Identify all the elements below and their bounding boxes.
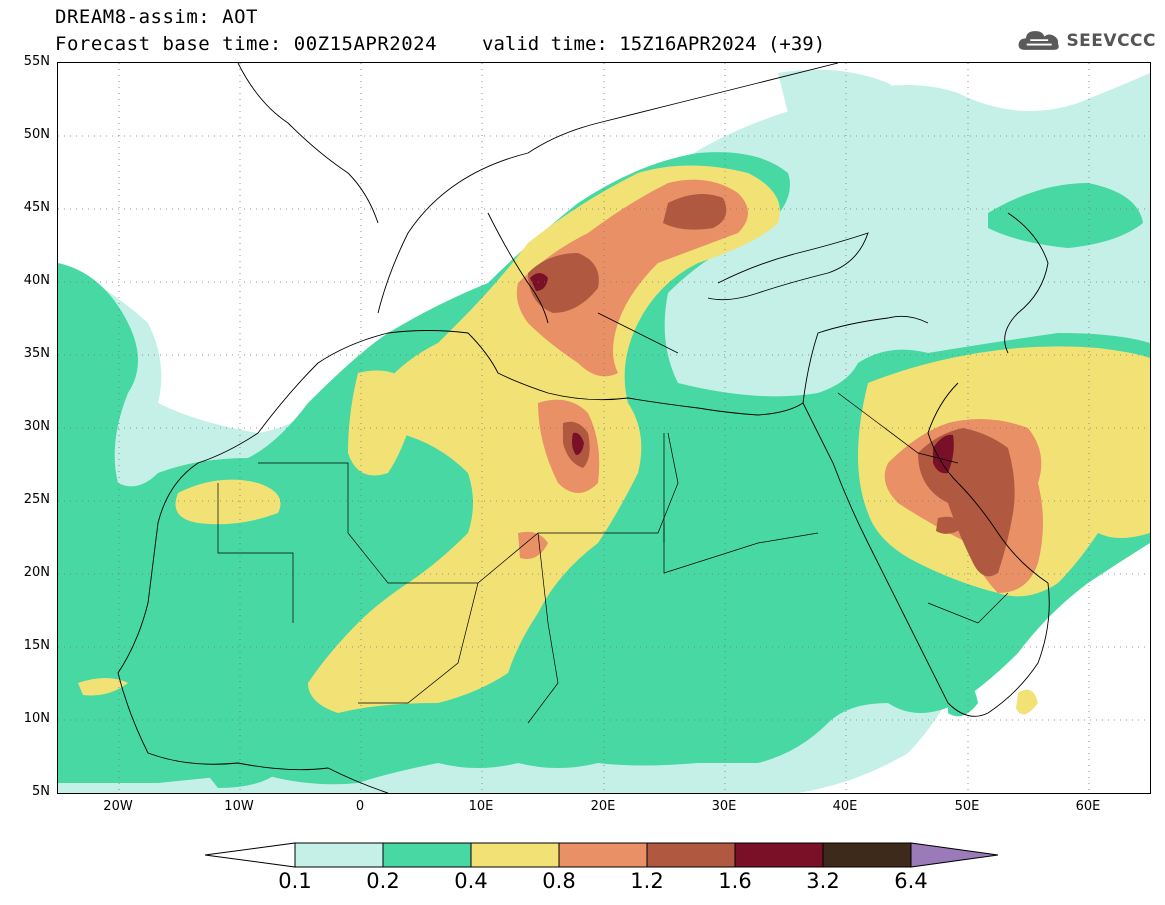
colorbar-label-0.4: 0.4	[454, 869, 488, 893]
lon-label-10e: 10E	[468, 799, 494, 814]
lat-label-55n: 55N	[23, 54, 50, 69]
colorbar-label-1.2: 1.2	[630, 869, 664, 893]
lon-label-20e: 20E	[590, 799, 616, 814]
lon-label-30e: 30E	[711, 799, 737, 814]
valid-time: valid time: 15Z16APR2024 (+39)	[482, 33, 826, 55]
colorbar-segment-1.2	[646, 842, 736, 868]
map-title: DREAM8-assim: AOT	[55, 6, 258, 28]
logo-text: SEEVCCC	[1066, 31, 1156, 51]
map-coastlines	[117, 63, 1050, 793]
map-borders	[217, 392, 1009, 724]
aot-map	[57, 62, 1151, 794]
map-gridlines	[58, 63, 1150, 793]
cloud-icon	[1018, 31, 1059, 50]
lat-label-50n: 50N	[23, 127, 50, 142]
colorbar-segment-0.2	[382, 842, 472, 868]
lon-label-20w: 20W	[103, 799, 133, 814]
colorbar-label-0.2: 0.2	[366, 869, 400, 893]
colorbar-label-6.4: 6.4	[894, 869, 928, 893]
forecast-base-time: Forecast base time: 00Z15APR2024	[55, 33, 438, 55]
colorbar-segment-3.2	[822, 842, 912, 868]
colorbar-segment-below	[205, 842, 296, 868]
colorbar-segment-0.8	[558, 842, 648, 868]
colorbar-segment-0.1	[294, 842, 384, 868]
lat-label-10n: 10N	[23, 711, 50, 726]
colorbar-label-0.1: 0.1	[278, 869, 312, 893]
colorbar-label-0.8: 0.8	[542, 869, 576, 893]
lat-label-5n: 5N	[32, 784, 50, 799]
lon-label-10w: 10W	[224, 799, 254, 814]
colorbar-label-3.2: 3.2	[806, 869, 840, 893]
colorbar-segment-above	[910, 842, 999, 868]
seevccc-logo: SEEVCCC	[1016, 24, 1156, 58]
lon-label-40e: 40E	[832, 799, 858, 814]
lat-label-45n: 45N	[23, 200, 50, 215]
lat-label-40n: 40N	[23, 273, 50, 288]
lat-label-25n: 25N	[23, 492, 50, 507]
lon-label-60e: 60E	[1075, 799, 1101, 814]
lat-label-30n: 30N	[23, 419, 50, 434]
lon-label-0: 0	[355, 799, 365, 814]
lat-label-20n: 20N	[23, 565, 50, 580]
colorbar-segment-0.4	[470, 842, 560, 868]
map-canvas	[58, 63, 1150, 793]
lon-label-50e: 50E	[954, 799, 980, 814]
lat-label-35n: 35N	[23, 346, 50, 361]
colorbar-segment-1.6	[734, 842, 824, 868]
colorbar	[205, 842, 999, 868]
lat-label-15n: 15N	[23, 638, 50, 653]
colorbar-label-1.6: 1.6	[718, 869, 752, 893]
